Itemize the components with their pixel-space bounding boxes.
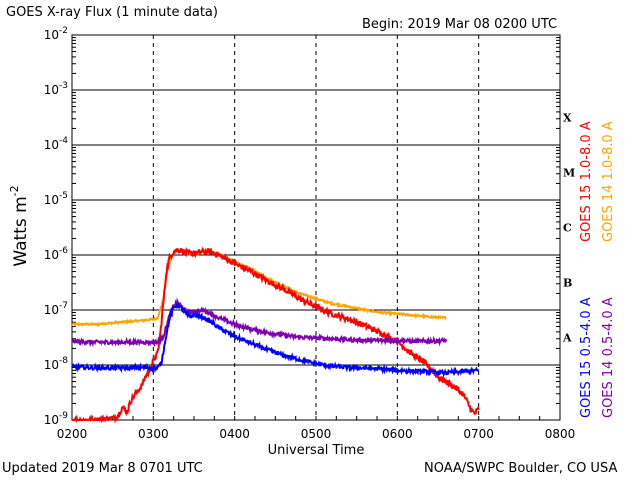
legend-short-channel: GOES 15 0.5-4.0 A GOES 14 0.5-4.0 A xyxy=(579,297,616,418)
grid xyxy=(72,34,560,421)
x-tick-label: 0500 xyxy=(301,427,332,441)
y-tick-label: 10-8 xyxy=(44,356,69,372)
series-lines xyxy=(71,246,480,424)
flare-class-labels: X M C B A xyxy=(562,112,575,345)
begin-time: Begin: 2019 Mar 08 0200 UTC xyxy=(362,17,557,32)
x-tick-label: 0800 xyxy=(545,427,576,441)
y-tick-label: 10-6 xyxy=(44,246,69,262)
y-tick-label: 10-9 xyxy=(44,411,69,427)
y-tick-label: 10-5 xyxy=(44,191,68,207)
y-axis-label: Watts m-2 xyxy=(8,185,31,266)
legend-goes15-long-label: GOES 15 1.0-8.0 A xyxy=(579,121,594,242)
x-tick-label: 0200 xyxy=(57,427,88,441)
y-axis-label-base: Watts m xyxy=(11,196,31,266)
flare-class-x: X xyxy=(563,112,572,125)
y-axis-label-group: Watts m-2 xyxy=(8,185,31,266)
y-tick-label: 10-4 xyxy=(44,136,69,152)
y-axis: 10-2 10-3 10-4 10-5 10-6 10-7 10-8 10-9 xyxy=(44,26,560,427)
legend-goes14-short-label: GOES 14 0.5-4.0 A xyxy=(601,297,616,418)
x-tick-label: 0300 xyxy=(138,427,169,441)
series-goes-15-0-5-4-0-a xyxy=(71,302,480,379)
legend-goes14-long-label: GOES 14 1.0-8.0 A xyxy=(601,121,616,242)
x-axis: 0200 0300 0400 0500 0600 0700 0800 xyxy=(57,416,576,441)
x-tick-label: 0600 xyxy=(382,427,413,441)
x-tick-label: 0700 xyxy=(463,427,494,441)
series-goes-14-0-5-4-0-a xyxy=(71,297,448,348)
legend-goes15-long: GOES 15 1.0-8.0 A xyxy=(579,121,594,242)
x-tick-label: 0400 xyxy=(219,427,250,441)
series-goes-14-1-0-8-0-a xyxy=(71,248,447,327)
credit: NOAA/SWPC Boulder, CO USA xyxy=(424,461,617,476)
x-axis-label: Universal Time xyxy=(268,443,365,458)
chart-title: GOES X-ray Flux (1 minute data) xyxy=(6,5,218,20)
flare-class-a: A xyxy=(562,332,572,345)
legend-goes14-short: GOES 14 0.5-4.0 A xyxy=(601,297,616,418)
y-axis-label-exponent: -2 xyxy=(8,185,21,196)
flare-class-c: C xyxy=(563,222,572,235)
flare-class-m: M xyxy=(563,167,575,180)
legend-goes15-short: GOES 15 0.5-4.0 A xyxy=(579,297,594,418)
y-tick-label: 10-7 xyxy=(44,301,68,317)
updated-time: Updated 2019 Mar 8 0701 UTC xyxy=(2,461,203,476)
series-goes-15-1-0-8-0-a xyxy=(72,246,480,424)
y-tick-label: 10-3 xyxy=(44,81,68,97)
legend-long-channel: GOES 15 1.0-8.0 A GOES 14 1.0-8.0 A xyxy=(579,121,616,242)
legend-goes14-long: GOES 14 1.0-8.0 A xyxy=(601,121,616,242)
y-tick-label: 10-2 xyxy=(44,26,68,42)
flare-class-b: B xyxy=(563,277,572,290)
legend-goes15-short-label: GOES 15 0.5-4.0 A xyxy=(579,297,594,418)
